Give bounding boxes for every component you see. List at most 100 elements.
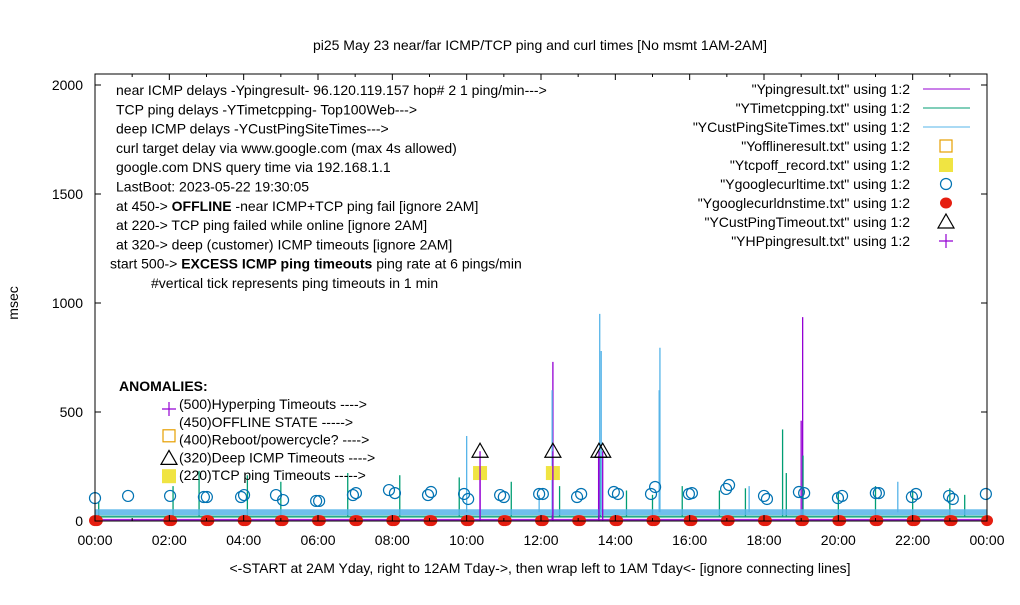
- x-tick-label: 00:00: [969, 532, 1004, 548]
- anomaly-marker: [159, 449, 179, 465]
- info-line: at 450-> OFFLINE -near ICMP+TCP ping fai…: [116, 198, 478, 214]
- data-point-5: [575, 487, 588, 501]
- data-point-5: [200, 490, 213, 504]
- anomaly-label: (450)OFFLINE STATE ----->: [179, 414, 353, 430]
- legend-marker: [939, 177, 953, 191]
- data-point-5: [462, 492, 475, 506]
- x-tick-label: 12:00: [523, 532, 558, 548]
- data-point-5: [382, 483, 396, 497]
- info-line: near ICMP delays -Ypingresult- 96.120.11…: [116, 82, 547, 98]
- info-line: at 320-> deep (customer) ICMP timeouts […: [116, 236, 452, 252]
- data-point-5: [685, 486, 698, 500]
- data-point-5: [536, 487, 549, 501]
- data-point-5: [197, 490, 210, 504]
- info-segment: OFFLINE: [172, 198, 232, 214]
- data-point-5: [313, 494, 326, 508]
- info-segment: near ICMP delays -Ypingresult- 96.120.11…: [116, 82, 547, 98]
- data-point-5: [497, 490, 510, 504]
- x-tick-label: 08:00: [375, 532, 410, 548]
- data-point-5: [349, 486, 363, 500]
- data-point-5: [234, 490, 248, 504]
- legend-label: "YHPpingresult.txt" using 1:2: [731, 233, 910, 249]
- data-point-5: [792, 485, 806, 499]
- info-segment: TCP ping delays -YTimetcpping- Top100Web…: [116, 101, 417, 117]
- x-tick-label: 00:00: [77, 532, 112, 548]
- info-line: curl target delay via www.google.com (ma…: [116, 140, 457, 156]
- data-point-5: [237, 488, 251, 502]
- legend-label: "Ytcpoff_record.txt" using 1:2: [730, 157, 910, 173]
- y-tick-label: 1500: [52, 186, 83, 202]
- x-tick-label: 22:00: [895, 532, 930, 548]
- y-axis-label: msec: [5, 286, 21, 319]
- legend-label: "YTimetcpping.txt" using 1:2: [736, 100, 911, 116]
- info-segment: LastBoot: 2023-05-22 19:30:05: [116, 179, 309, 195]
- data-point-5: [872, 486, 885, 500]
- x-tick-label: 02:00: [152, 532, 187, 548]
- axes: 00:00 02:00 04:00 06:00 08:00 10:00 12:00 14:00…: [52, 73, 1005, 548]
- y-tick-label: 0: [75, 513, 83, 529]
- info-line: TCP ping delays -YTimetcpping- Top100Web…: [116, 101, 417, 117]
- data-point-5: [611, 487, 625, 501]
- info-line: google.com DNS query time via 192.168.1.…: [116, 159, 391, 175]
- data-point-5: [946, 492, 959, 506]
- data-point-5: [979, 487, 992, 501]
- data-point-5: [798, 486, 811, 500]
- info-segment: deep ICMP delays -YCustPingSiteTimes--->: [116, 121, 389, 137]
- anomaly-label: (500)Hyperping Timeouts ---->: [179, 396, 367, 412]
- info-segment: at 220-> TCP ping failed while online [i…: [116, 217, 427, 233]
- anomalies-title: ANOMALIES:: [119, 378, 208, 394]
- x-tick-label: 06:00: [300, 532, 335, 548]
- legend-label: "YCustPingSiteTimes.txt" using 1:2: [693, 119, 910, 135]
- legend-marker: [939, 158, 953, 172]
- legend-label: "YCustPingTimeout.txt" using 1:2: [704, 214, 910, 230]
- anomaly-label: (400)Reboot/powercycle? ---->: [179, 432, 369, 448]
- x-tick-label: 10:00: [449, 532, 484, 548]
- info-segment: at 450->: [116, 198, 172, 214]
- data-point-5: [760, 492, 774, 506]
- data-point-5: [276, 493, 290, 507]
- data-point-5: [869, 486, 882, 500]
- x-tick-label: 16:00: [672, 532, 707, 548]
- info-segment: #vertical tick represents ping timeouts …: [151, 275, 438, 291]
- data-point-5: [346, 488, 360, 502]
- data-point-5: [310, 494, 323, 508]
- data-point-7: [593, 442, 612, 458]
- info-line: LastBoot: 2023-05-22 19:30:05: [116, 179, 309, 195]
- anomaly-marker: [162, 429, 176, 443]
- data-point-5: [905, 490, 919, 504]
- legend-marker: [936, 212, 956, 229]
- info-segment: EXCESS ICMP ping timeouts: [181, 256, 372, 272]
- x-axis-label: <-START at 2AM Yday, right to 12AM Tday-…: [229, 560, 850, 576]
- x-tick-label: 18:00: [746, 532, 781, 548]
- legend-label: "Ygooglecurldnstime.txt" using 1:2: [698, 195, 910, 211]
- data-point-5: [570, 490, 584, 504]
- data-point-5: [942, 489, 956, 503]
- y-tick-label: 2000: [52, 77, 83, 93]
- data-point-7: [471, 442, 490, 458]
- data-point-5: [421, 488, 435, 502]
- anomaly-label: (220)TCP ping Timeouts ----->: [179, 467, 366, 483]
- info-segment: curl target delay via www.google.com (ma…: [116, 140, 457, 156]
- legend-label: "Ypingresult.txt" using 1:2: [752, 81, 911, 97]
- legend-marker: [939, 234, 953, 248]
- data-point-5: [757, 489, 771, 503]
- chart-title: pi25 May 23 near/far ICMP/TCP ping and c…: [313, 37, 767, 53]
- data-point-5: [909, 487, 923, 501]
- legend-marker: [939, 139, 953, 153]
- data-point-5: [835, 489, 849, 503]
- data-point-5: [722, 478, 736, 492]
- x-tick-label: 14:00: [598, 532, 633, 548]
- legend-label: "Yofflineresult.txt" using 1:2: [741, 138, 910, 154]
- data-point-5: [644, 487, 658, 501]
- data-point-5: [533, 487, 546, 501]
- info-segment: at 320-> deep (customer) ICMP timeouts […: [116, 236, 452, 252]
- legend-label: "Ygooglecurltime.txt" using 1:2: [720, 176, 910, 192]
- anomaly-marker: [162, 469, 176, 484]
- info-segment: start 500->: [110, 256, 181, 272]
- x-tick-label: 20:00: [821, 532, 856, 548]
- info-segment: google.com DNS query time via 192.168.1.…: [116, 159, 391, 175]
- data-point-5: [424, 485, 438, 499]
- data-point-5: [121, 489, 135, 503]
- info-line: deep ICMP delays -YCustPingSiteTimes--->: [116, 121, 389, 137]
